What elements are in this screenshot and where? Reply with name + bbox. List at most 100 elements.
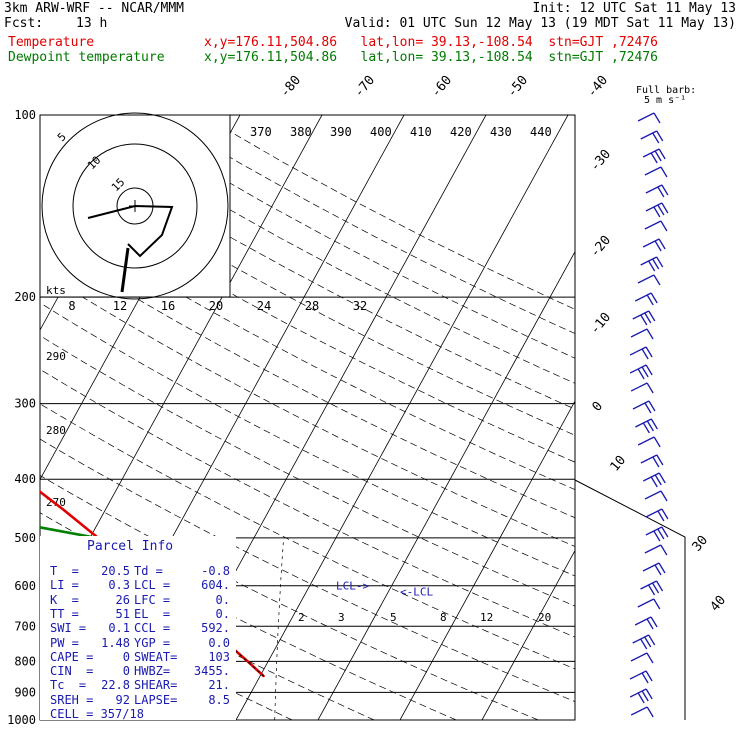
wind-barb-feather	[640, 314, 648, 326]
wind-barb-staff	[630, 706, 648, 716]
parcel-info-cell: 0.0	[208, 635, 230, 650]
dewpoint-location: x,y=176.11,504.86 lat,lon= 39.13,-108.54…	[204, 50, 658, 65]
wind-barb-feather	[660, 166, 668, 178]
hodograph-u-tick-label: 20	[209, 299, 223, 313]
temperature-location: x,y=176.11,504.86 lat,lon= 39.13,-108.54…	[204, 35, 658, 50]
isotherm-label: -20	[588, 233, 615, 261]
parcel-info-cell: CCL =	[134, 621, 171, 636]
storm-motion-vector	[120, 247, 130, 293]
wind-barb-feather	[655, 580, 664, 592]
wind-barb-feather	[648, 634, 656, 646]
plot-border	[39, 114, 576, 721]
wind-barb-staff	[632, 400, 650, 410]
wind-barb-staff	[640, 130, 658, 140]
wind-barb-feather	[650, 418, 658, 430]
wind-barb-feather	[653, 598, 661, 610]
isotherm-label: -50	[505, 73, 532, 101]
wind-barb-feather	[646, 420, 654, 432]
mixing-ratio-label: 12	[480, 611, 493, 624]
wind-barb-feather	[646, 652, 654, 664]
isotherm-label: -30	[588, 147, 615, 175]
hodograph-u-tick-label: 8	[68, 299, 75, 313]
wind-barb-feather	[654, 150, 662, 162]
wind-barb-feather	[646, 328, 654, 340]
parcel-info-cell: Td =	[134, 564, 163, 578]
hodograph-trace	[87, 204, 174, 258]
theta-label: 390	[330, 125, 352, 139]
wind-barb-staff	[637, 598, 655, 608]
wind-barb-staff	[629, 346, 647, 356]
isotherm-label: 40	[708, 593, 730, 615]
isotherm-line	[235, 115, 569, 720]
isotherm-label: 30	[690, 533, 712, 555]
theta-label: 410	[410, 125, 432, 139]
parcel-info-cell: YGP =	[134, 635, 171, 650]
parcel-info-cell: CELL = 357/18	[50, 707, 144, 721]
wind-barb-feather	[652, 132, 660, 144]
wind-barb-feather	[645, 346, 653, 358]
wind-barb-feather	[654, 564, 662, 576]
parcel-info-cell: 592.	[201, 621, 230, 636]
parcel-info-cell: 20.5	[101, 564, 130, 578]
wind-barb-feather	[648, 310, 656, 322]
parcel-info-cell: EL =	[134, 606, 171, 621]
isotherm-label: -60	[429, 73, 456, 101]
wind-barb-feather	[661, 202, 669, 214]
isotherm-label: 0	[590, 399, 607, 415]
wind-barb-feather	[652, 456, 660, 468]
temperature-point	[246, 660, 249, 663]
isotherm-label: -80	[278, 73, 305, 101]
wind-barb-feather	[656, 256, 664, 268]
parcel-info-cell: 0.	[215, 592, 230, 607]
wind-barb-feather	[658, 148, 666, 160]
parcel-info-cell: 0.1	[108, 621, 130, 636]
isotherm-label: -10	[588, 310, 615, 338]
dry-adiabat-line	[40, 512, 457, 720]
parcel-info-cell: 26	[115, 592, 130, 607]
parcel-info-cell: SWI =	[50, 621, 87, 636]
barb-panel-border	[574, 479, 686, 720]
parcel-info-cell: T =	[50, 564, 79, 578]
lcl-marker-left: LCL->	[336, 580, 369, 593]
dry-adiabat-line	[40, 239, 575, 519]
dry-adiabat-line	[40, 119, 575, 410]
theta-label: 380	[290, 125, 312, 139]
wind-barb-staff	[645, 508, 663, 518]
wind-barb-feather	[660, 220, 668, 232]
parcel-info-cell: SHEAR=	[134, 678, 178, 693]
wind-barb-feather	[653, 112, 661, 124]
temperature-legend-label: Temperature	[8, 35, 95, 50]
wind-barb-feather	[645, 364, 653, 376]
pressure-tick-label: 500	[14, 531, 36, 545]
wind-barb-feather	[657, 528, 665, 540]
wind-barb-feather	[651, 582, 660, 594]
hodograph-u-tick-label: 12	[113, 299, 127, 313]
dry-adiabat-line	[40, 403, 575, 670]
wind-barb-feather	[657, 186, 665, 198]
wind-barb-feather	[658, 472, 666, 484]
parcel-info-cell: Tc =	[50, 678, 87, 693]
model-title: 3km ARW-WRF -- NCAR/MMM	[4, 1, 185, 16]
hodograph-u-tick-label: 28	[305, 299, 319, 313]
wind-barb-feather	[646, 382, 654, 394]
wind-barb-feather	[650, 292, 658, 304]
wind-barb-staff	[637, 436, 655, 446]
wind-barb-staff	[637, 274, 655, 284]
wind-barb-staff	[644, 166, 662, 176]
mixing-ratio-label: 2	[298, 611, 305, 624]
wind-barb-feather	[645, 670, 653, 682]
pressure-tick-label: 400	[14, 472, 36, 486]
valid-time: Valid: 01 UTC Sun 12 May 13 (19 MDT Sat …	[344, 16, 736, 31]
wind-barb-feather	[661, 526, 669, 538]
dry-adiabat-label: 280	[46, 424, 66, 437]
wind-barb-feather	[645, 688, 653, 700]
dry-adiabat-line	[40, 368, 575, 638]
parcel-info-cell: 0.	[215, 606, 230, 621]
parcel-info-cell: K =	[50, 592, 79, 607]
mixing-ratio-line	[274, 537, 284, 720]
isotherm-label: 10	[608, 453, 630, 475]
parcel-info-cell: 3455.	[193, 664, 230, 679]
theta-label: 370	[250, 125, 272, 139]
theta-label: 430	[490, 125, 512, 139]
